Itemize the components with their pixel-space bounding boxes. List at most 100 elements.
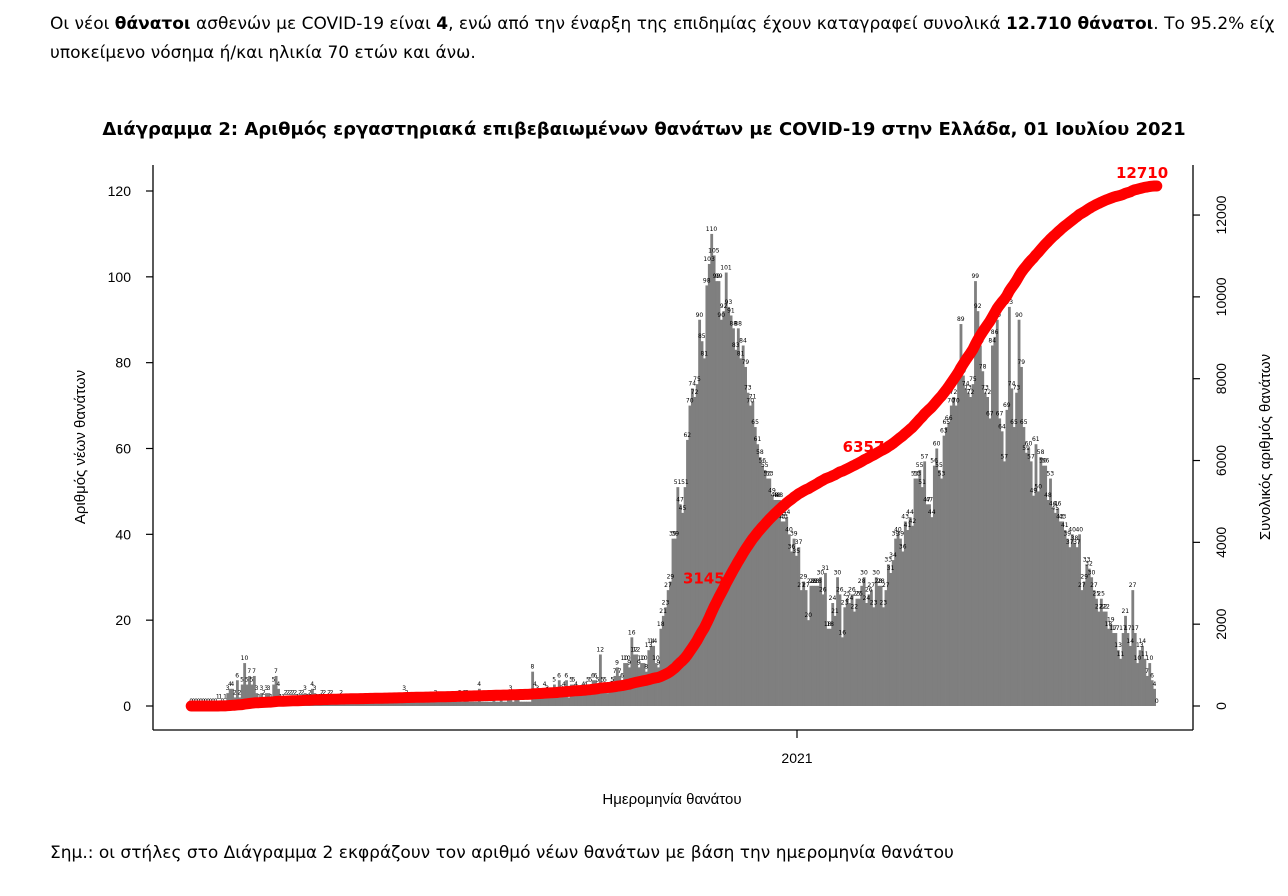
bar-value-label: 73 <box>964 385 972 392</box>
bar-value-label: 64 <box>998 423 1006 430</box>
bar <box>804 590 808 707</box>
bar <box>383 701 387 706</box>
bar-value-label: 70 <box>952 398 960 405</box>
bar-value-label: 27 <box>802 582 810 589</box>
bar-value-label: 74 <box>1008 380 1016 387</box>
bar <box>1116 650 1120 706</box>
bar-value-label: 30 <box>860 569 868 576</box>
bar <box>574 688 578 706</box>
bar <box>654 663 658 706</box>
bar <box>1070 534 1074 706</box>
bar-value-label: 33 <box>1083 556 1091 563</box>
bar <box>386 701 389 706</box>
bar-value-label: 17 <box>1112 625 1120 632</box>
bar <box>920 487 924 707</box>
bar <box>373 701 377 706</box>
bar <box>778 500 781 706</box>
right-tick-label: 0 <box>1213 702 1229 710</box>
bar <box>792 538 796 707</box>
bar-value-label: 25 <box>843 591 851 598</box>
bar-value-label: 25 <box>855 591 863 598</box>
bar-value-label: 12 <box>630 647 638 654</box>
bar <box>1068 547 1072 706</box>
bar-value-label: 4 <box>581 681 585 688</box>
bar-value-label: 44 <box>928 509 936 516</box>
bar-value-label: 6 <box>557 672 561 679</box>
y-axis-title: Αριθμός νέων θανάτων <box>72 370 89 524</box>
intro-text-2: ασθενών με COVID-19 είναι <box>190 14 437 34</box>
bar-value-label: 39 <box>669 531 677 538</box>
bar <box>540 697 544 706</box>
bar <box>894 538 898 707</box>
bar-value-label: 27 <box>797 582 805 589</box>
bar <box>1003 461 1006 707</box>
bar <box>1136 663 1140 706</box>
bar-value-label: 3 <box>264 685 268 692</box>
bar <box>1095 598 1098 706</box>
bar-value-label: 14 <box>1138 638 1146 645</box>
bar-value-label: 6 <box>620 672 624 679</box>
bar-value-label: 9 <box>627 659 631 666</box>
bar <box>1131 590 1135 707</box>
right-tick-label: 2000 <box>1213 608 1229 639</box>
bar-value-label: 39 <box>790 531 798 538</box>
bar-value-label: 88 <box>729 320 737 327</box>
bar-value-label: 45 <box>1051 505 1059 512</box>
bar <box>799 590 803 707</box>
bar <box>698 319 702 706</box>
bar-value-label: 51 <box>674 479 682 486</box>
bar-value-label: 25 <box>1097 591 1105 598</box>
bar-value-label: 6 <box>593 672 597 679</box>
bar-value-label: 70 <box>686 398 694 405</box>
bar <box>671 538 675 707</box>
bar <box>596 684 600 706</box>
bar <box>1138 650 1142 706</box>
bar-value-label: 3 <box>303 685 307 692</box>
bar-value-label: 90 <box>1015 312 1023 319</box>
bar <box>235 680 239 706</box>
bar <box>606 693 610 707</box>
bar <box>1082 581 1086 706</box>
bar-value-label: 4 <box>574 681 578 688</box>
bar <box>1015 392 1019 706</box>
bar <box>444 701 447 706</box>
bar-value-label: 6 <box>235 672 239 679</box>
bar <box>657 667 660 707</box>
bar <box>848 603 852 706</box>
bar <box>482 701 486 706</box>
bar <box>468 701 472 706</box>
bar-value-label: 51 <box>918 479 926 486</box>
bar <box>899 538 902 707</box>
bar-value-label: 73 <box>1013 385 1021 392</box>
bar-value-label: 44 <box>783 509 791 516</box>
bar <box>1150 680 1154 706</box>
bar <box>807 620 810 706</box>
bar-value-label: 23 <box>870 599 878 606</box>
bar <box>228 688 232 706</box>
bar <box>811 585 815 706</box>
bar <box>821 594 825 706</box>
bar <box>1051 508 1055 706</box>
cumulative-point-label: 12710 <box>1116 164 1168 182</box>
bar-value-label: 93 <box>725 299 733 306</box>
bar-value-label: 44 <box>906 509 914 516</box>
bar <box>528 701 532 706</box>
bar <box>395 701 399 706</box>
bar <box>850 594 854 706</box>
bar <box>1053 512 1057 707</box>
bar <box>427 701 430 706</box>
bar <box>1092 590 1096 707</box>
bar <box>487 701 491 706</box>
bar <box>545 693 549 707</box>
bar-value-label: 84 <box>988 338 996 345</box>
bar <box>719 319 723 706</box>
bar <box>763 469 767 706</box>
intro-bold-deaths: θάνατοι <box>114 14 191 34</box>
bar-value-label: 79 <box>742 359 750 366</box>
bar-value-label: 4 <box>543 681 547 688</box>
bar <box>502 701 505 706</box>
bar <box>780 521 784 706</box>
bar <box>1143 658 1147 706</box>
bar-value-label: 18 <box>657 621 665 628</box>
bar <box>983 392 987 706</box>
